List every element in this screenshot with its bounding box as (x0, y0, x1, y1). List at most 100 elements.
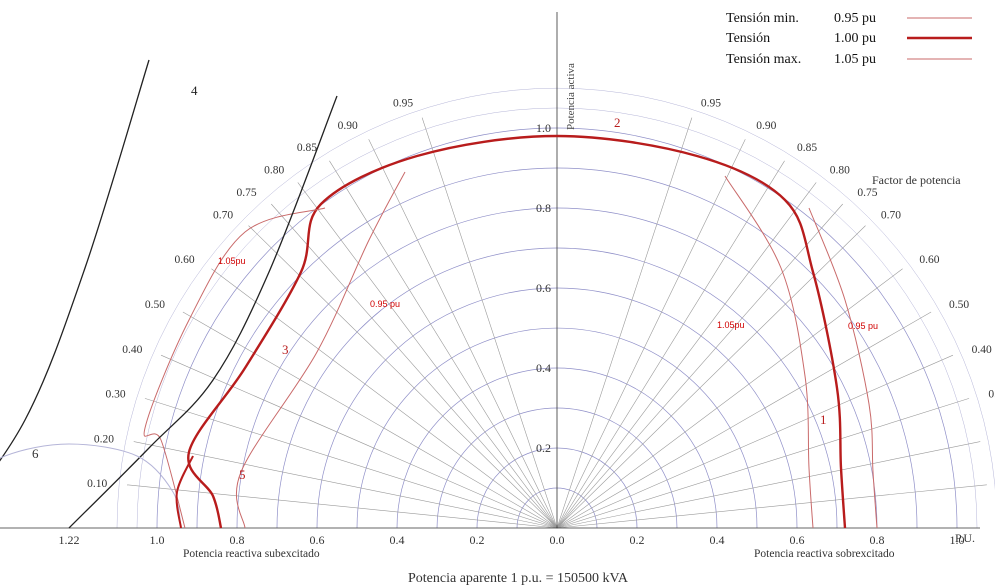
pf-ray-right-0.75 (556, 203, 843, 529)
pf-label-left-0.85: 0.85 (297, 142, 317, 154)
pf-ray-right-0.50 (556, 311, 932, 529)
series-5-line (175, 455, 194, 529)
pf-ray-left-0.40 (160, 354, 558, 529)
pf-label-right-0.90: 0.90 (756, 120, 776, 132)
curve-number-6: 6 (32, 446, 39, 461)
curve-number-3: 3 (282, 342, 289, 357)
annotation-1.05pu-left: 1.05pu (218, 256, 246, 266)
pf-ray-right-0.90 (556, 139, 746, 529)
series-6-line (0, 443, 182, 529)
series-1-05-pu-line-right (808, 207, 878, 529)
pf-label-right-0.95: 0.95 (701, 97, 721, 109)
series-0-95-pu-line (236, 171, 406, 529)
curve-numbers: 1 2 3 4 5 6 (32, 83, 827, 482)
labels: 0.100.100.200.200.300.300.400.400.500.50… (59, 97, 995, 547)
pf-ray-left-0.10 (127, 484, 558, 529)
legend-label-min: Tensión min. (726, 11, 799, 26)
curves (0, 59, 878, 529)
pf-ray-right-0.40 (556, 354, 954, 529)
footer-label: Potencia aparente 1 p.u. = 150500 kVA (408, 571, 629, 586)
x-tick-right-0.6: 0.6 (790, 533, 805, 547)
x-tick-right-0.8: 0.8 (870, 533, 885, 547)
series-0-95-pu-line-right (724, 175, 814, 529)
x-tick-left-0.0: 0.0 (550, 533, 565, 547)
pf-ray-right-0.85 (556, 160, 785, 529)
outer-semicircle-2 (116, 87, 995, 529)
legend-value-max: 1.05 pu (834, 52, 876, 67)
pf-label-left-0.50: 0.50 (145, 299, 165, 311)
series-4-line (0, 59, 150, 462)
series-stability-line (68, 95, 338, 529)
y-tick-1.0: 1.0 (536, 121, 551, 135)
pf-label-right-0.30: 0.30 (988, 389, 995, 401)
pf-ray-left-0.30 (144, 398, 558, 529)
legend-label-nom: Tensión (726, 31, 770, 46)
series-1-05-pu-line (143, 207, 326, 529)
pf-label-right-0.85: 0.85 (797, 142, 817, 154)
pf-ray-left-0.95 (421, 117, 558, 529)
pf-rays (127, 117, 987, 529)
y-tick-0.6: 0.6 (536, 281, 551, 295)
pf-label-left-0.80: 0.80 (264, 165, 284, 177)
pf-label-right-0.80: 0.80 (830, 165, 850, 177)
pf-ray-left-0.75 (271, 203, 558, 529)
unit-label: P.U. (955, 531, 975, 545)
pf-label-left-0.95: 0.95 (393, 97, 413, 109)
annotation-0.95pu-left: 0.95 pu (370, 299, 400, 309)
pf-label-left-0.20: 0.20 (94, 433, 114, 445)
pf-ray-left-0.80 (297, 182, 558, 529)
legend-value-min: 0.95 pu (834, 11, 876, 26)
annotations: 1.05pu 0.95 pu 1.05pu 0.95 pu (218, 256, 878, 331)
annotation-1.05pu-right: 1.05pu (717, 320, 745, 330)
series-1-00-pu-line (187, 134, 847, 529)
x-tick-left-0.8: 0.8 (230, 533, 245, 547)
pf-ray-right-0.20 (556, 441, 981, 529)
pf-ray-left-0.50 (182, 311, 558, 529)
curve-number-4: 4 (191, 83, 198, 98)
x-tick-right-1.0: 1.0 (950, 533, 965, 547)
y-tick-0.4: 0.4 (536, 361, 551, 375)
axes (0, 12, 980, 529)
curve-number-5: 5 (239, 467, 246, 482)
xlabel-left: Potencia reactiva subexcitado (183, 548, 320, 560)
pf-label-right-0.60: 0.60 (919, 254, 939, 266)
pf-label-right-0.75: 0.75 (857, 187, 877, 199)
pf-label-right-0.70: 0.70 (881, 209, 901, 221)
legend: Tensión min. 0.95 pu Tensión 1.00 pu Ten… (726, 11, 972, 67)
x-tick-left-1.0: 1.0 (150, 533, 165, 547)
pf-ray-right-0.95 (556, 117, 693, 529)
y-tick-0.2: 0.2 (536, 441, 551, 455)
x-tick-left-0.6: 0.6 (310, 533, 325, 547)
xlabel-right: Potencia reactiva sobrexcitado (754, 548, 895, 560)
x-tick-right-0.2: 0.2 (630, 533, 645, 547)
pf-title: Factor de potencia (872, 173, 961, 187)
pf-label-right-0.40: 0.40 (972, 344, 992, 356)
pf-ray-right-0.30 (556, 398, 970, 529)
curve-number-2: 2 (614, 115, 621, 130)
pf-ray-left-0.85 (329, 160, 558, 529)
x-tick-right-0.4: 0.4 (710, 533, 725, 547)
grid-circles (116, 87, 995, 529)
pf-label-left-0.60: 0.60 (174, 254, 194, 266)
x-tick-left-0.2: 0.2 (470, 533, 485, 547)
pf-label-left-0.90: 0.90 (338, 120, 358, 132)
pf-ray-left-0.60 (211, 268, 558, 529)
curve-number-1: 1 (820, 412, 827, 427)
pf-label-right-0.50: 0.50 (949, 299, 969, 311)
y-tick-0.8: 0.8 (536, 201, 551, 215)
legend-label-max: Tensión max. (726, 52, 801, 67)
pf-label-left-0.70: 0.70 (213, 209, 233, 221)
ylabel: Potencia activa (565, 63, 577, 130)
x-tick-left-1.22: 1.22 (59, 533, 80, 547)
pf-label-left-0.40: 0.40 (122, 344, 142, 356)
pf-ray-left-0.20 (133, 441, 558, 529)
legend-value-nom: 1.00 pu (834, 31, 876, 46)
pf-label-left-0.10: 0.10 (87, 478, 107, 490)
pf-ray-right-0.80 (556, 182, 817, 529)
x-tick-left-0.4: 0.4 (390, 533, 405, 547)
pf-label-left-0.75: 0.75 (237, 187, 257, 199)
pf-ray-left-0.90 (368, 139, 558, 529)
annotation-0.95pu-right: 0.95 pu (848, 321, 878, 331)
pf-ray-right-0.60 (556, 268, 903, 529)
